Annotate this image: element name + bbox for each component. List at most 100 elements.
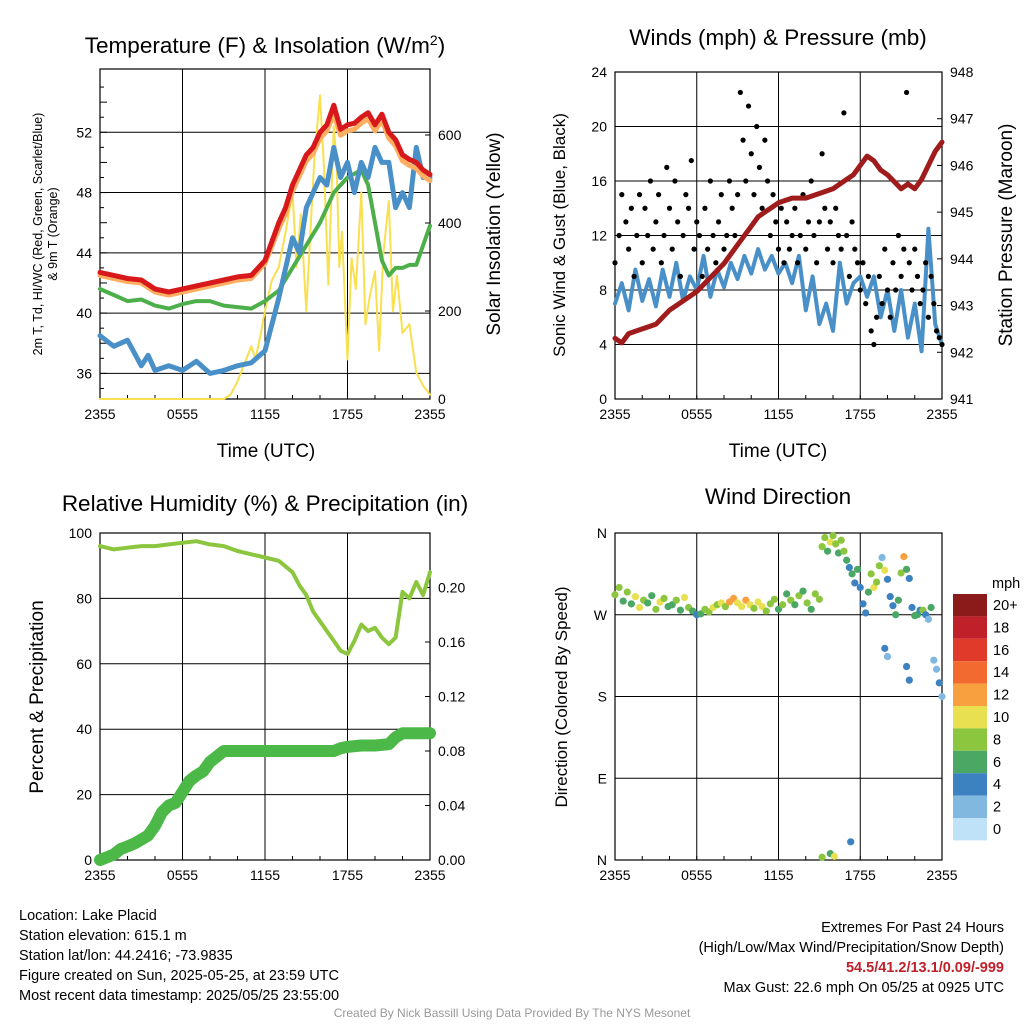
- chart-title: Temperature (F) & Insolation (W/m2): [85, 32, 445, 58]
- legend-swatch: [953, 706, 987, 729]
- chart-title: Relative Humidity (%) & Precipitation (i…: [62, 491, 468, 516]
- y-right-tick-label: 946: [950, 157, 974, 173]
- direction-point: [623, 588, 631, 596]
- direction-point: [875, 562, 883, 570]
- y-tick-label: 60: [76, 656, 92, 672]
- gust-point: [898, 273, 904, 279]
- gust-point: [816, 219, 822, 225]
- y-right-tick-label: 0.00: [438, 852, 465, 868]
- direction-point: [905, 676, 913, 684]
- direction-point: [834, 549, 843, 557]
- gust-point: [710, 232, 716, 239]
- gust-point: [854, 260, 861, 266]
- gust-point: [672, 178, 678, 184]
- y-tick-label: E: [598, 770, 607, 786]
- y-right-tick-label: 947: [950, 111, 974, 127]
- gust-point: [849, 219, 855, 225]
- legend-label: 16: [993, 643, 1009, 659]
- y-tick-label: 12: [591, 228, 607, 244]
- direction-point: [826, 538, 834, 546]
- extremes-title: Extremes For Past 24 Hours: [821, 920, 1004, 936]
- x-axis-label: Time (UTC): [729, 441, 828, 462]
- y-right-tick-label: 200: [438, 303, 462, 319]
- gust-point: [691, 246, 697, 252]
- y-tick-label: 20: [76, 787, 92, 803]
- gust-point: [707, 178, 713, 184]
- gust-point: [920, 287, 926, 293]
- panel-1: 2355 0555 1155 1755 235504812162024941942943…: [550, 25, 1017, 462]
- direction-point: [908, 603, 916, 612]
- gust-point: [871, 341, 877, 348]
- direction-point: [883, 652, 892, 661]
- direction-point: [856, 583, 864, 592]
- gust-point: [893, 287, 899, 293]
- gust-point: [903, 89, 910, 96]
- direction-point: [862, 609, 870, 617]
- gust-point: [748, 151, 754, 157]
- y-tick-label: W: [594, 607, 608, 623]
- y-right-tick-label: 942: [950, 344, 974, 360]
- direction-point: [867, 570, 875, 578]
- gust-point: [868, 328, 874, 334]
- y-right-tick-label: 948: [950, 64, 974, 80]
- direction-point: [902, 662, 911, 671]
- gust-point: [808, 178, 814, 184]
- y-tick-label: 24: [591, 64, 607, 80]
- y-tick-label: 52: [76, 124, 92, 140]
- direction-point: [762, 607, 770, 615]
- x-tick-label: 1155: [250, 867, 280, 883]
- direction-point: [680, 593, 689, 602]
- x-tick-label: 1755: [332, 406, 363, 422]
- y-axis-label: Percent & Precipitation: [27, 600, 48, 793]
- gust-point: [824, 246, 831, 252]
- gust-point: [928, 273, 934, 279]
- direction-point: [652, 605, 660, 613]
- gust-point: [846, 273, 852, 279]
- direction-point: [924, 615, 932, 623]
- legend-label: 20+: [993, 598, 1018, 614]
- gust-point: [917, 301, 923, 307]
- direction-point: [853, 565, 862, 573]
- direction-point: [832, 540, 840, 548]
- gust-point: [879, 301, 885, 307]
- y-tick-label: 16: [591, 173, 607, 189]
- gust-point: [863, 301, 869, 307]
- gust-point: [890, 260, 896, 266]
- gust-point: [759, 205, 765, 211]
- gust-point: [628, 205, 634, 211]
- direction-point: [821, 533, 829, 542]
- gust-point: [726, 178, 733, 184]
- gust-point: [713, 260, 719, 266]
- x-tick-label: 1755: [845, 406, 876, 422]
- direction-point: [900, 553, 908, 561]
- speed-legend: mph 20+ 18 16 14 12 10 8 6 4 2 0: [953, 576, 1020, 841]
- gust-point: [642, 205, 648, 211]
- recent-data-text: Most recent data timestamp: 2025/05/25 2…: [19, 988, 340, 1004]
- y-axis-label: 2m T, Td, HI/WC (Red, Green, Scarlet/Blu…: [31, 113, 45, 356]
- x-tick-label: 0555: [681, 406, 712, 422]
- gust-point: [773, 219, 779, 225]
- gust-point: [923, 260, 929, 266]
- gust-point: [623, 219, 629, 225]
- series-windchill: [97, 144, 433, 376]
- gust-point: [737, 89, 743, 96]
- gust-point: [724, 232, 730, 239]
- gust-point: [745, 103, 752, 109]
- legend-label: 2: [993, 800, 1001, 816]
- gust-point: [794, 260, 801, 266]
- y-right-tick-label: 944: [950, 251, 974, 267]
- gust-point: [792, 205, 798, 211]
- legend-title: mph: [992, 576, 1020, 592]
- direction-point: [864, 588, 873, 596]
- gust-point: [645, 232, 651, 239]
- legend-swatch: [953, 818, 987, 841]
- legend-label: 18: [993, 620, 1009, 636]
- created-text: Figure created on Sun, 2025-05-25, at 23…: [19, 968, 339, 984]
- gust-point: [647, 178, 654, 184]
- legend-swatch: [953, 594, 987, 617]
- chart-title: Wind Direction: [705, 484, 851, 509]
- legend-swatch: [953, 773, 987, 796]
- x-axis-label: Time (UTC): [217, 441, 316, 462]
- gust-point: [906, 260, 912, 266]
